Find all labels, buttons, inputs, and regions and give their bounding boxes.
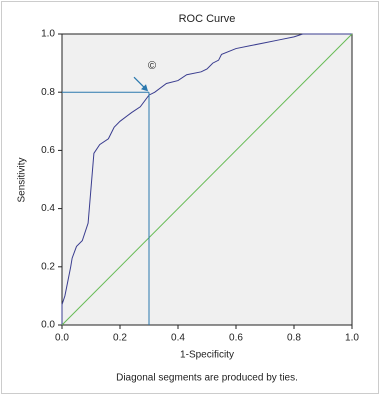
- y-axis-label: Sensitivity: [17, 157, 28, 202]
- annotation: ©: [148, 60, 156, 72]
- y-tick-label: 1.0: [41, 29, 55, 40]
- chart-title: ROC Curve: [179, 13, 236, 25]
- x-tick-label: 0.4: [171, 333, 185, 344]
- x-tick-label: 0.8: [287, 333, 301, 344]
- x-tick-label: 0.2: [113, 333, 127, 344]
- x-axis-label: 1-Specificity: [180, 350, 234, 361]
- footnote: Diagonal segments are produced by ties.: [116, 373, 298, 384]
- annotation-arrowhead: [141, 84, 148, 92]
- roc-line: [61, 33, 353, 326]
- y-tick-label: 0.6: [41, 145, 55, 156]
- x-tick-label: 0.6: [229, 333, 243, 344]
- y-tick-label: 0.0: [41, 320, 55, 331]
- x-tick-label: 1.0: [345, 333, 359, 344]
- x-tick-label: 0.0: [55, 333, 69, 344]
- y-tick-label: 0.2: [41, 261, 55, 272]
- y-tick-label: 0.8: [41, 87, 55, 98]
- y-tick-label: 0.4: [41, 203, 55, 214]
